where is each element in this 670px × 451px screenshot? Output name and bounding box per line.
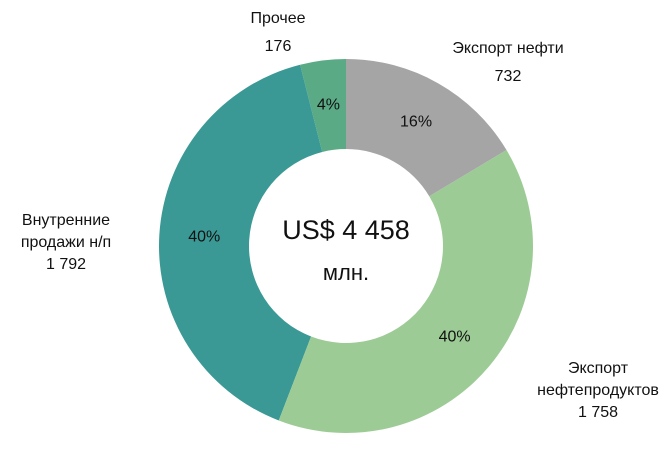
percent-label: 40% bbox=[439, 329, 471, 346]
donut-slice bbox=[158, 64, 323, 421]
center-label: US$ 4 458 bbox=[282, 215, 410, 245]
category-label: Экспорт нефтепродуктов bbox=[537, 360, 659, 399]
category-label: Внутренние продажи н/п bbox=[20, 212, 112, 251]
percent-label: 40% bbox=[188, 229, 220, 246]
center-unit: млн. bbox=[323, 260, 369, 285]
category-label: Экспорт нефти bbox=[452, 40, 564, 57]
percent-label: 4% bbox=[317, 96, 340, 113]
category-label: Прочее bbox=[250, 10, 306, 27]
donut-slice bbox=[346, 59, 507, 197]
donut-slice bbox=[278, 150, 533, 434]
value-label: 1 758 bbox=[577, 404, 619, 421]
value-label: 176 bbox=[264, 38, 292, 55]
value-label: 732 bbox=[494, 68, 522, 85]
donut-slice bbox=[300, 59, 346, 152]
percent-label: 16% bbox=[400, 114, 432, 131]
value-label: 1 792 bbox=[45, 256, 87, 273]
